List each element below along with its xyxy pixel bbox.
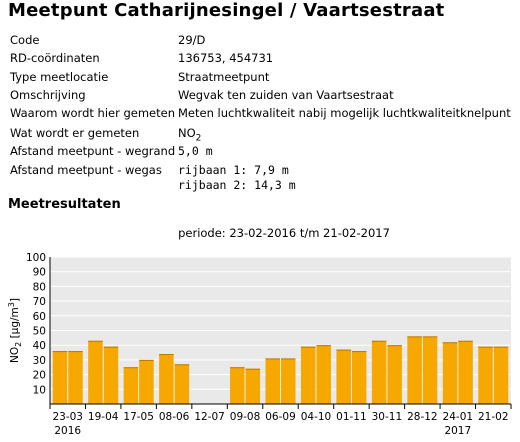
bar [371,340,387,404]
bar [159,354,174,404]
info-label: Afstand meetpunt - wegas [10,162,162,177]
info-label: Code [10,33,40,47]
bar [88,340,103,404]
y-tick-label: 40 [33,340,46,352]
y-tick-label: 90 [33,267,46,279]
info-label: Omschrijving [10,87,86,102]
info-value: Straatmeetpunt [178,69,270,84]
info-value: Wegvak ten zuiden van Vaartsestraat [178,87,394,102]
bar [68,351,83,404]
x-tick-label: 12-07 [194,411,225,423]
info-row-type: Type meetlocatie Straatmeetpunt [10,70,515,88]
bar [174,364,190,404]
bar [123,367,139,404]
info-row-code: Code 29/D [10,33,515,51]
x-tick-label: 01-11 [336,411,367,423]
y-tick-label: 70 [33,296,46,308]
results-heading: Meetresultaten [8,197,121,212]
x-tick-label: 30-11 [372,411,403,423]
x-tick-label: 28-12 [407,411,438,423]
bar [139,359,154,404]
bar [265,358,280,404]
bar [300,346,316,404]
bar [336,349,351,404]
bar [478,346,493,404]
y-tick-label: 60 [33,311,46,323]
bar [458,340,473,404]
info-value: Meten luchtkwaliteit nabij mogelijk luch… [178,106,511,121]
bar [387,345,402,404]
bar [245,368,261,404]
y-tick-label: 50 [33,326,46,338]
x-tick-label: 19-04 [88,411,119,423]
bar [230,367,245,404]
x-year-label: 2016 [54,425,81,437]
y-axis-label-unit: [µg/m [9,307,21,342]
y-axis-label-subscript: 2 [14,342,23,347]
period-label: periode: 23-02-2016 t/m 21-02-2017 [178,226,390,240]
info-label: Afstand meetpunt - wegrand [10,144,176,159]
page-title: Meetpunt Catharijnesingel / Vaartsestraa… [8,0,445,21]
y-tick-label: 100 [26,252,46,264]
pollutant-name: NO [178,126,196,141]
info-label: Waarom wordt hier gemeten [10,106,175,121]
pollutant-subscript: 2 [195,133,202,144]
info-value: 29/D [178,33,206,47]
bar [407,336,422,404]
info-label: Type meetlocatie [10,69,109,84]
bar [103,346,119,404]
bar [52,351,68,404]
info-value: 5,0 m [178,144,213,159]
info-value: NO2 [178,126,201,143]
info-value-2: rijbaan 2: 14,3 m [178,177,296,192]
x-tick-label: 21-02 [478,411,509,423]
info-label: RD-coördinaten [10,51,100,66]
bar [351,351,367,404]
x-tick-label: 08-06 [159,411,190,423]
y-tick-label: 30 [33,355,46,367]
bar [281,358,296,404]
info-row-waarom: Waarom wordt hier gemeten Meten luchtkwa… [10,106,515,124]
y-tick-label: 10 [33,384,46,396]
bar [493,346,509,404]
y-axis-label: NO2 [µg/m3] [7,298,23,363]
y-axis-label-unit-close: ] [9,298,21,302]
info-row-rd: RD-coördinaten 136753, 454731 [10,51,515,69]
info-value: 136753, 454731 [178,51,274,66]
info-table: Code 29/D RD-coördinaten 136753, 454731 … [10,33,515,193]
y-axis-label-superscript: 3 [7,302,16,307]
x-tick-label: 04-10 [301,411,332,423]
info-row-wat: Wat wordt er gemeten NO2 [10,124,515,144]
x-tick-label: 23-03 [52,411,83,423]
bar [442,342,458,404]
x-tick-label: 17-05 [123,411,154,423]
y-tick-label: 20 [33,370,46,382]
bar [316,345,331,404]
x-year-label: 2017 [444,425,471,437]
x-tick-label: 09-08 [230,411,261,423]
x-tick-label: 06-09 [265,411,296,423]
bar [422,336,438,404]
info-row-omschrijving: Omschrijving Wegvak ten zuiden van Vaart… [10,88,515,106]
info-row-wegrand: Afstand meetpunt - wegrand 5,0 m [10,144,515,162]
info-row-wegas: Afstand meetpunt - wegas rijbaan 1: 7,9 … [10,163,515,193]
y-axis-label-pollutant: NO [9,347,21,363]
y-tick-label: 80 [33,281,46,293]
x-tick-label: 24-01 [443,411,474,423]
info-value: rijbaan 1: 7,9 m [178,162,289,177]
info-label: Wat wordt er gemeten [10,126,140,141]
